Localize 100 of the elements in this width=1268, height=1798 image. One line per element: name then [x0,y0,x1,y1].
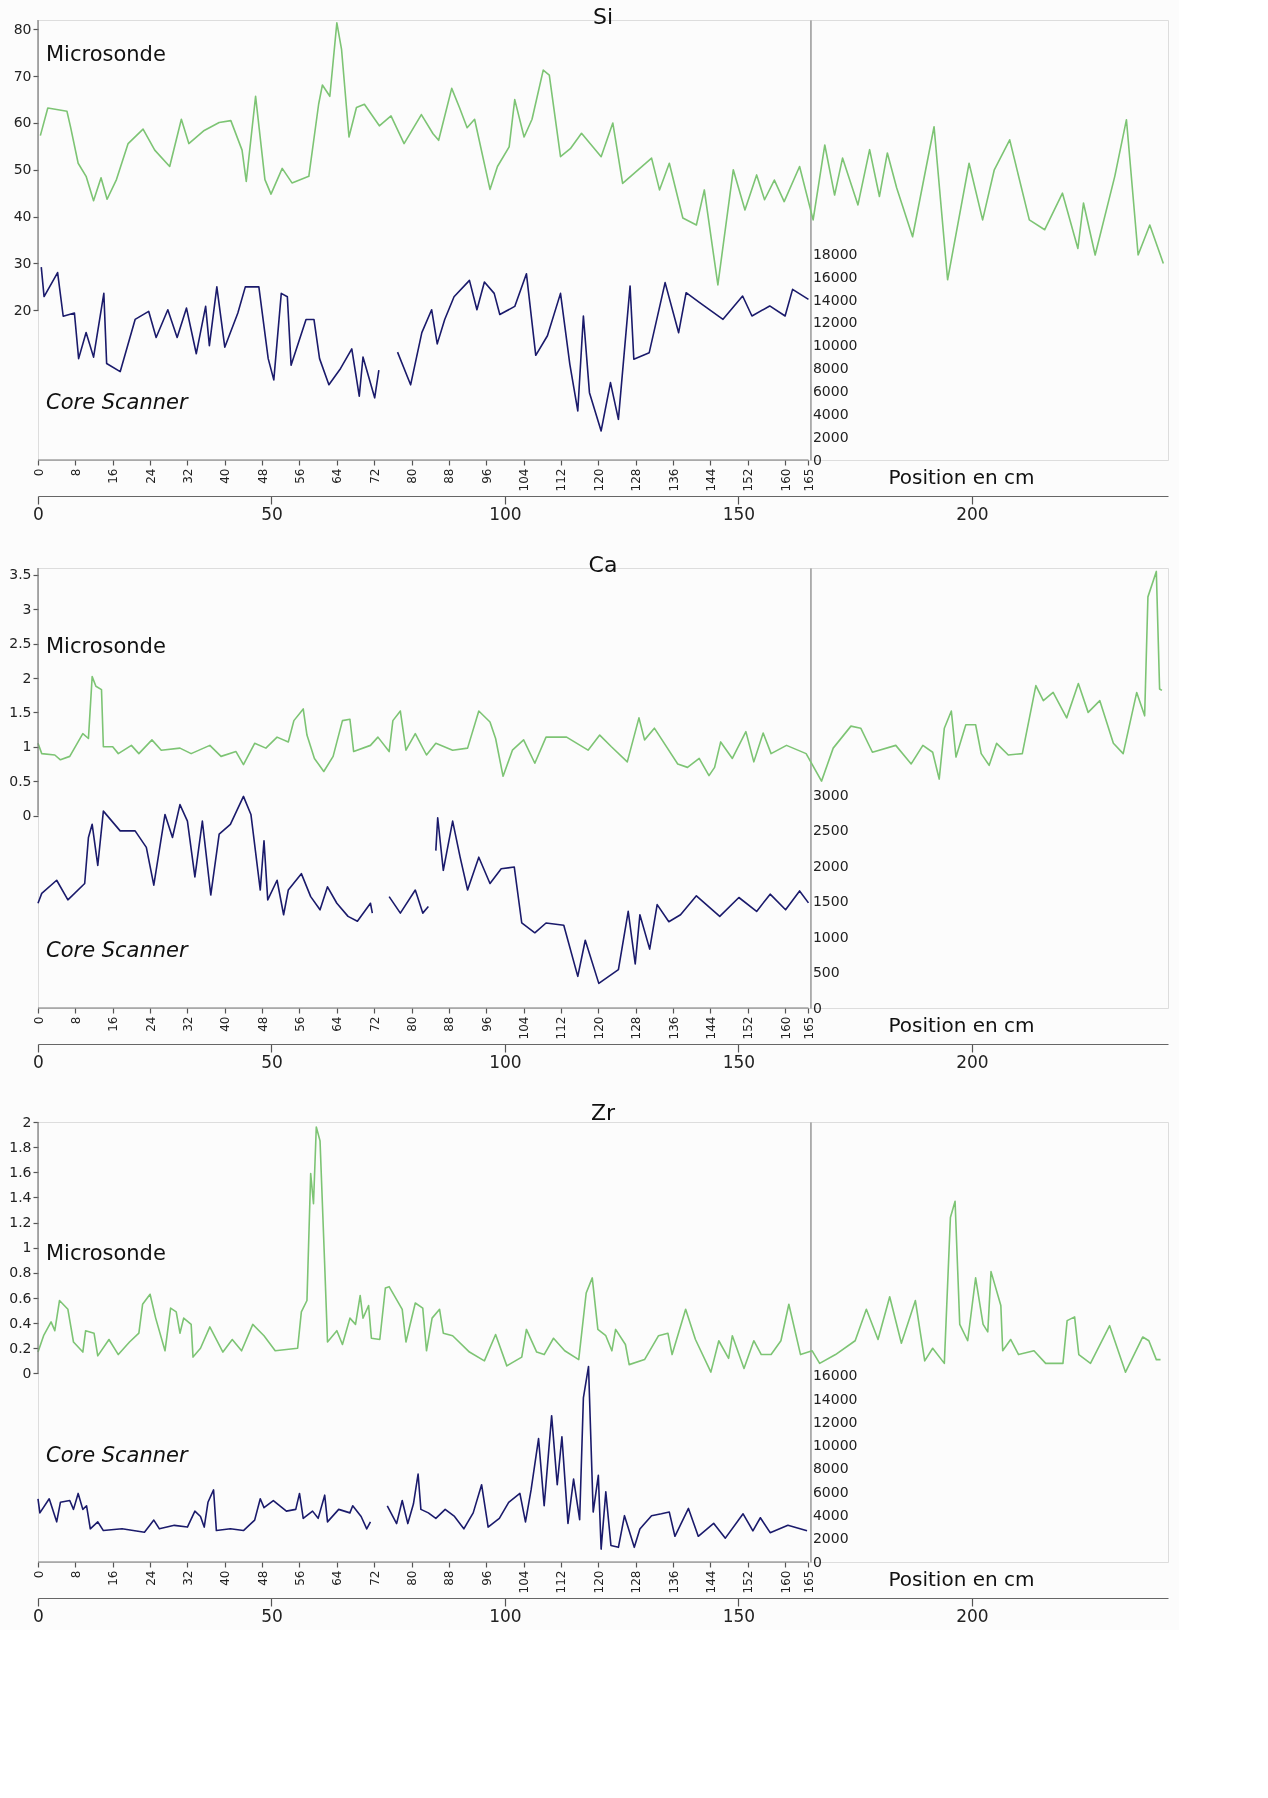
x2-tick-label: 48 [255,1016,270,1032]
x2-tick-label: 72 [367,1570,382,1586]
x2-tick-label: 0 [31,468,46,477]
x2-tick-label: 56 [292,468,307,484]
x2-tick-label: 72 [367,1016,382,1032]
x2-tick-label: 32 [180,1570,195,1586]
y-tick-label: 20 [13,301,32,318]
y-tick-label: 80 [13,20,32,37]
y-tick-label: 3 [22,600,32,617]
y2-tick-label: 12000 [812,314,858,331]
x2-axis-title: Position en cm [888,1567,1035,1591]
x2-tick-label: 0 [31,1570,46,1579]
x2-tick-label: 96 [479,468,494,484]
y-tick-label: 50 [13,161,32,178]
y-tick-label: 0 [22,1364,32,1381]
chart-title: Zr [590,1100,617,1125]
x2-tick-label: 160 [778,1016,793,1040]
series-label: Microsonde [46,42,166,67]
y-tick-label: 40 [13,208,32,225]
y2-tick-label: 8000 [812,1460,849,1477]
y-tick-label: 60 [13,114,32,131]
x2-tick-label: 80 [405,1570,420,1586]
x2-tick-label: 16 [106,468,121,484]
x2-tick-label: 104 [517,468,532,492]
x2-tick-label: 165 [801,468,816,492]
y-tick-label: 30 [13,254,32,271]
line-series [37,570,1163,782]
y2-tick-label: 4000 [812,405,849,422]
x-tick-label: 150 [722,1605,756,1626]
y2-tick-label: 2000 [812,1530,849,1547]
y-tick-label: 0.8 [9,1264,32,1281]
y-tick-label: 2 [22,1113,32,1130]
y2-tick-label: 3000 [812,786,849,803]
x2-tick-label: 88 [442,468,457,484]
x-tick-label: 150 [722,1051,756,1072]
y2-tick-label: 0 [812,451,822,468]
series-label: Core Scanner [46,1443,190,1468]
series-label: Core Scanner [46,389,190,414]
series-label: Microsonde [46,1241,166,1265]
y-tick-label: 1 [22,1239,32,1256]
y2-tick-label: 0 [812,999,822,1016]
x2-tick-label: 136 [666,1016,681,1040]
series-label: Microsonde [46,634,166,659]
x2-tick-label: 16 [106,1570,121,1586]
x2-tick-label: 120 [591,468,606,492]
x2-tick-label: 24 [143,468,158,484]
x2-tick-label: 8 [68,1016,83,1025]
x2-tick-label: 8 [68,1570,83,1579]
x2-tick-label: 152 [741,1016,756,1040]
x2-tick-label: 120 [591,1016,606,1040]
y2-tick-label: 10000 [812,1437,858,1454]
y-tick-label: 1.4 [9,1188,32,1205]
y2-tick-label: 16000 [812,268,858,285]
x-tick-label: 100 [489,503,522,524]
x2-tick-label: 64 [330,1570,345,1586]
y2-tick-label: 2000 [812,428,849,445]
y-tick-label: 0.5 [9,772,32,789]
y2-tick-label: 4000 [812,1506,849,1523]
x-tick-label: 150 [722,503,756,524]
y-tick-label: 1.8 [9,1138,32,1155]
y2-tick-label: 2500 [812,822,849,839]
x2-tick-label: 144 [703,1016,718,1040]
x2-tick-label: 0 [31,1016,46,1025]
y2-tick-label: 0 [812,1553,822,1570]
x2-tick-label: 48 [255,1570,270,1586]
x2-tick-label: 56 [292,1016,307,1032]
x2-tick-label: 136 [666,1570,681,1594]
x2-tick-label: 136 [666,468,681,492]
x-tick-label: 200 [956,1605,989,1626]
x-tick-label: 50 [261,1051,283,1072]
x2-tick-label: 16 [106,1016,121,1032]
y-tick-label: 0.6 [9,1289,32,1306]
x2-tick-label: 104 [517,1016,532,1040]
y-tick-label: 0 [22,807,32,823]
y-tick-label: 1.2 [9,1214,32,1231]
y2-tick-label: 12000 [812,1413,858,1430]
y2-tick-label: 1500 [812,893,849,910]
y2-tick-label: 14000 [812,291,858,308]
x2-tick-label: 32 [180,1016,195,1032]
x2-tick-label: 120 [591,1570,606,1594]
y2-tick-label: 14000 [812,1390,858,1407]
x-tick-label: 100 [489,1605,522,1626]
x2-tick-label: 152 [741,1570,756,1594]
x2-tick-label: 160 [778,468,793,492]
y2-tick-label: 6000 [812,382,849,399]
y2-tick-label: 18000 [812,245,858,262]
x2-tick-label: 40 [218,1570,233,1586]
x-tick-label: 50 [261,1605,283,1626]
x2-tick-label: 104 [517,1570,532,1594]
y2-tick-label: 16000 [812,1367,858,1384]
x2-tick-label: 80 [405,1016,420,1032]
y-tick-label: 70 [13,67,32,84]
line-series [39,22,1165,286]
y-tick-label: 0.4 [9,1314,32,1331]
y2-tick-label: 6000 [812,1483,849,1500]
y-tick-label: 0.2 [9,1339,32,1356]
x-tick-label: 200 [956,503,989,524]
x2-tick-label: 88 [442,1570,457,1586]
x2-tick-label: 88 [442,1016,457,1032]
x2-tick-label: 40 [218,1016,233,1032]
